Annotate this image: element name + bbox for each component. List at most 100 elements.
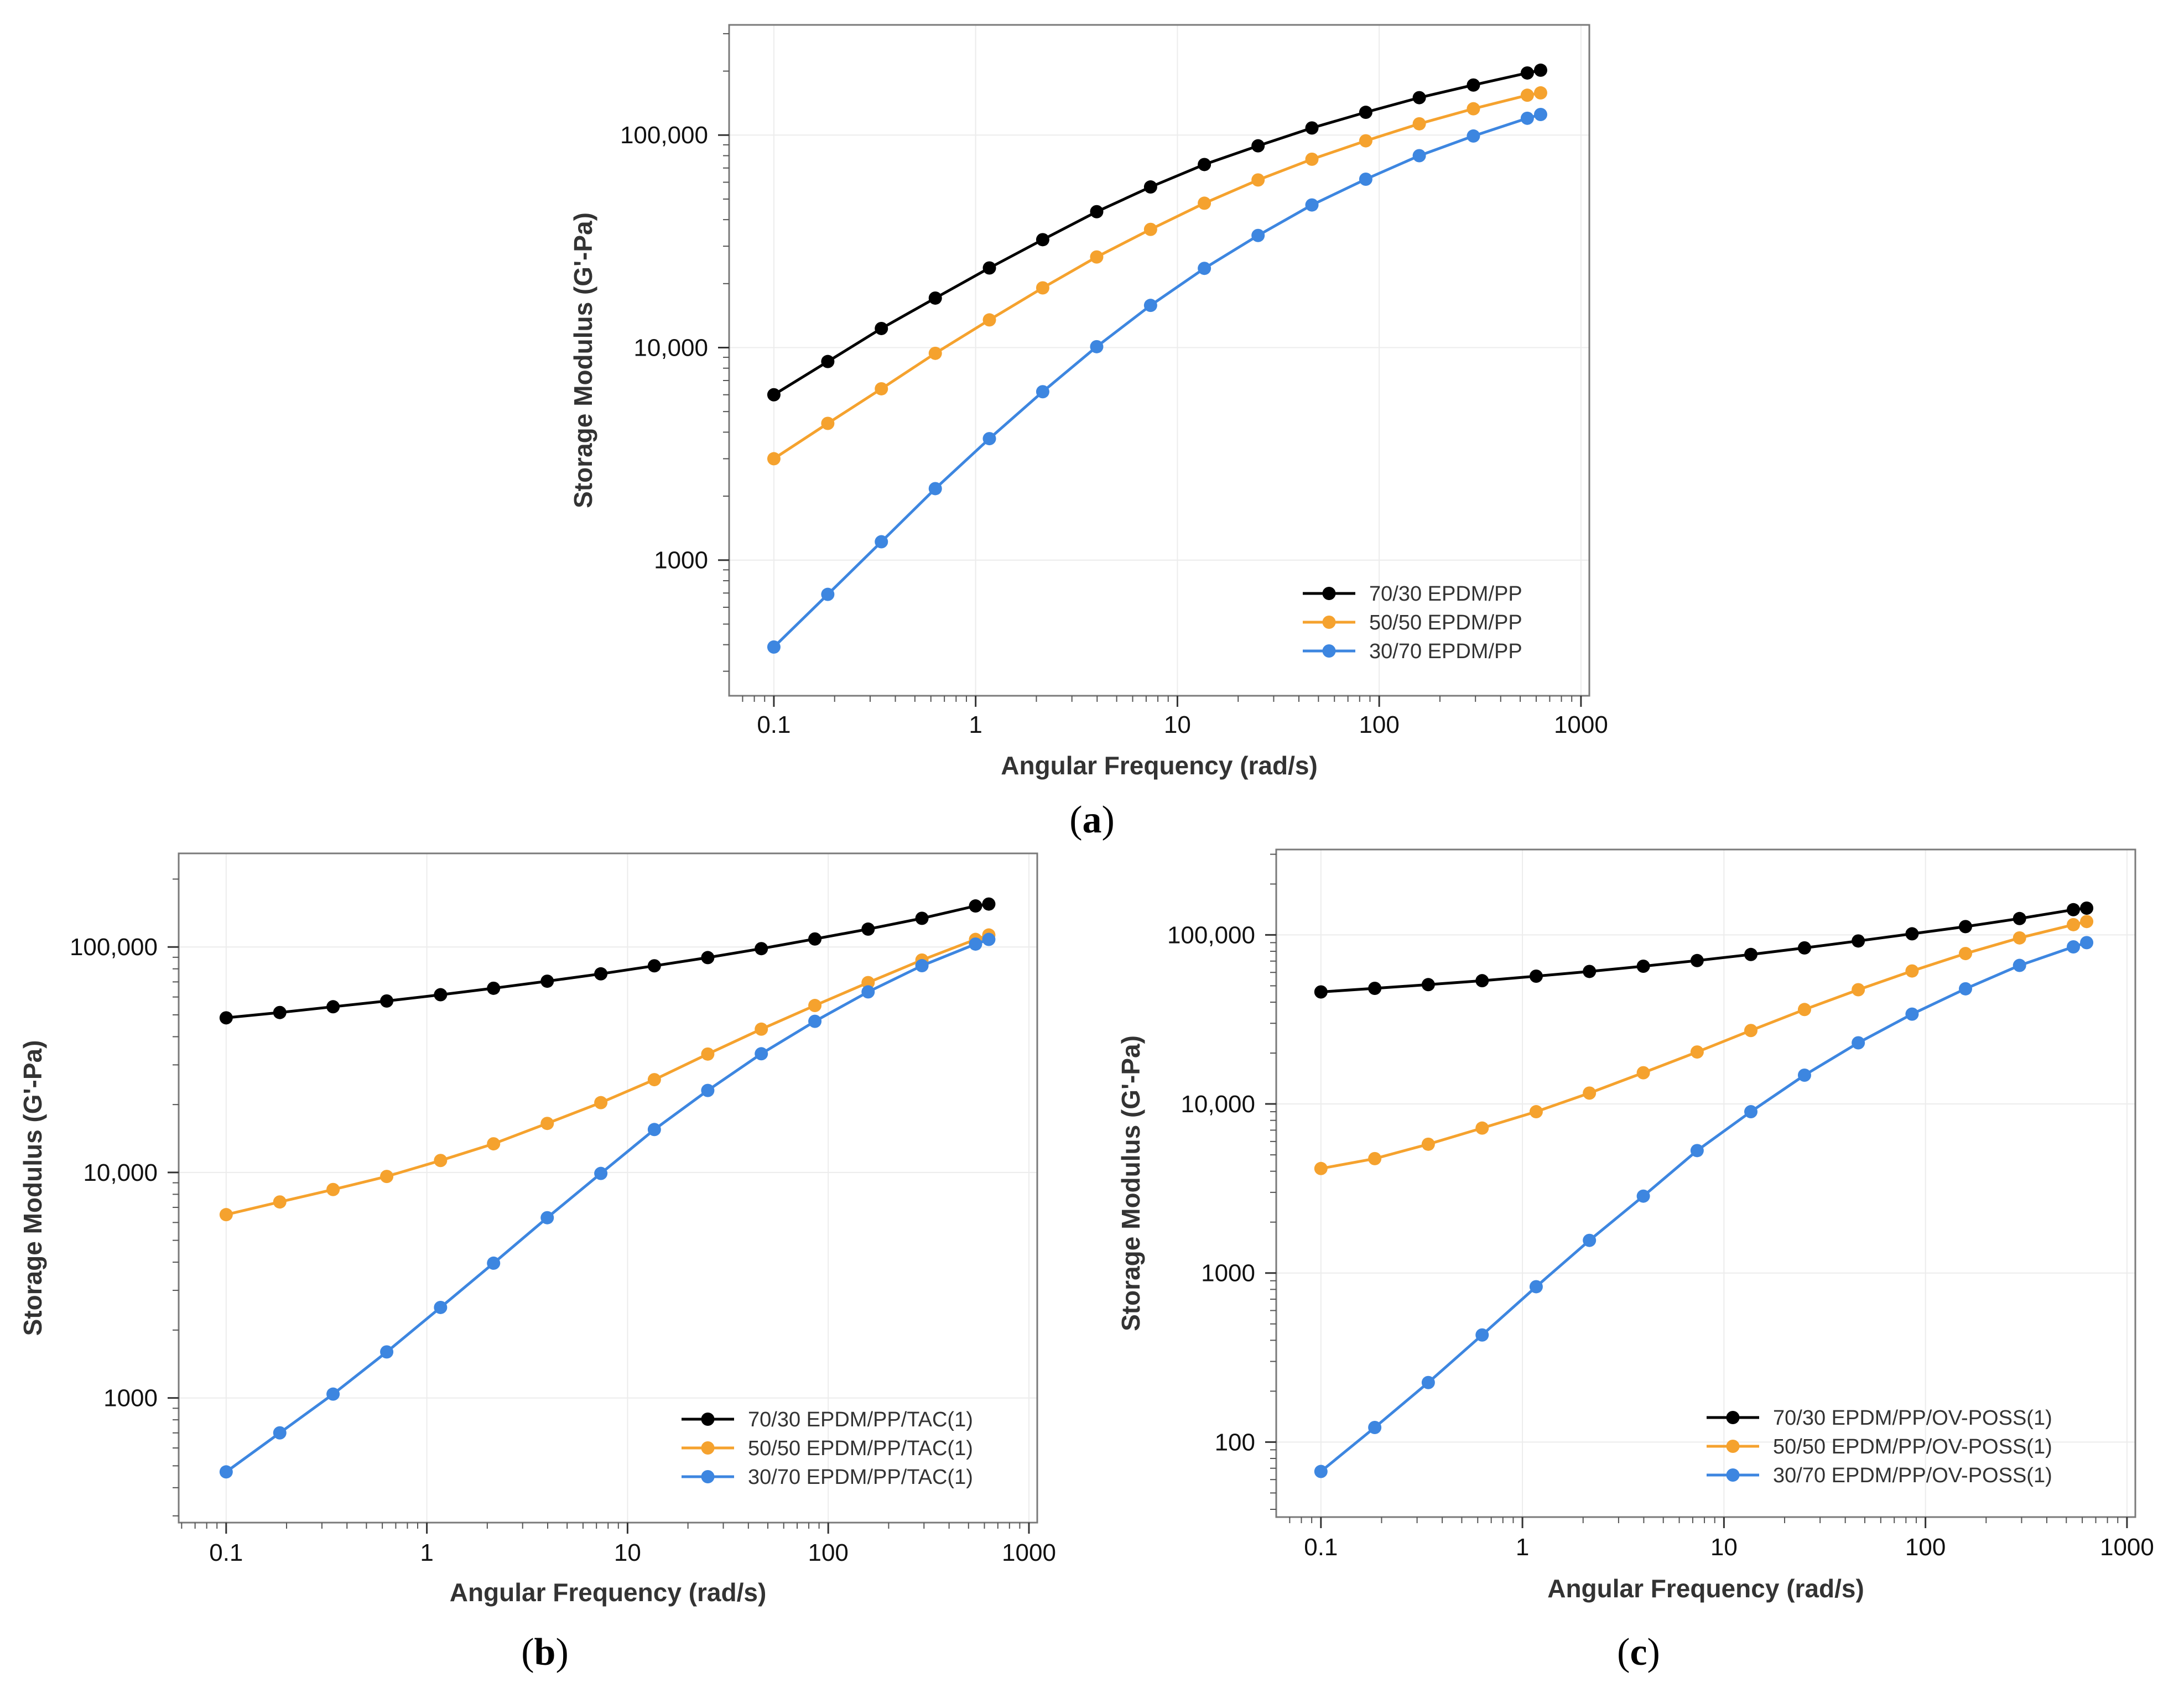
data-point [1305,198,1319,212]
data-point [755,1047,768,1061]
data-point [1583,965,1597,978]
data-point [219,1465,233,1479]
data-point [1198,158,1211,171]
data-point [1636,959,1650,973]
data-point [647,1123,661,1137]
data-point [380,1345,394,1359]
data-point [594,1166,608,1180]
data-point [1533,86,1547,100]
data-point [380,994,394,1008]
data-point [821,416,835,430]
data-point [861,976,875,989]
legend-item: 50/50 EPDM/PP/TAC(1) [682,1437,973,1460]
legend-label: 30/70 EPDM/PP/OV-POSS(1) [1773,1464,2052,1487]
data-point [1744,1105,1758,1119]
series-line-1 [773,69,1541,396]
data-point [2067,940,2081,953]
data-point [1744,947,1758,961]
legend-item: 30/70 EPDM/PP/TAC(1) [682,1466,973,1489]
data-point [1475,1328,1489,1342]
legend-marker [1726,1440,1740,1453]
data-point [1412,91,1426,105]
data-point [1529,1105,1543,1119]
data-point [1359,173,1372,186]
series-line-3 [1320,941,2087,1473]
data-point [1143,299,1157,312]
data-point [915,959,929,973]
data-point [767,452,781,466]
data-point [219,1208,233,1222]
data-point [808,932,822,946]
data-point [647,1073,661,1087]
data-point [2067,903,2081,916]
data-point [861,985,875,999]
legend-label: 30/70 EPDM/PP [1369,640,1522,663]
data-point [540,1117,554,1130]
series-line-3 [225,938,990,1473]
data-point [861,922,875,936]
data-point [1852,1036,1865,1050]
data-point [1520,66,1534,80]
data-point [1314,1465,1328,1478]
legend-item: 30/70 EPDM/PP/OV-POSS(1) [1707,1464,2052,1487]
y-tick-label: 1000 [654,547,708,574]
data-point [1421,1137,1435,1151]
x-tick-label: 1000 [2100,1534,2154,1561]
data-point [2013,931,2026,945]
chart-panel-c: 0.1 1 10 100 1000 100 1000 10,000 100,000 Angular… [1116,848,2154,1603]
series-line-2 [226,934,990,1216]
data-point [1359,134,1372,148]
series-line-2 [773,91,1541,460]
legend-marker [701,1441,715,1455]
legend-label: 70/30 EPDM/PP [1369,582,1522,606]
data-point [928,346,942,360]
data-point [1690,1144,1704,1158]
data-point [1583,1233,1597,1247]
data-point [1198,196,1211,210]
data-point [982,261,996,275]
data-point [875,535,888,549]
data-point [701,951,715,965]
data-point [1036,233,1049,247]
data-point [982,897,996,911]
data-point [1421,1375,1435,1389]
data-point [1251,139,1265,153]
legend-label: 50/50 EPDM/PP [1369,611,1522,634]
data-point [1583,1086,1597,1100]
data-point [326,1387,340,1401]
legend-marker [701,1413,715,1426]
legend-item: 30/70 EPDM/PP [1303,640,1522,663]
data-point [273,1426,287,1440]
x-axis-title: Angular Frequency (rad/s) [1001,751,1318,780]
data-point [928,482,942,496]
y-axis-title: Storage Modulus (G'-Pa) [18,1040,47,1336]
data-point [2080,915,2094,929]
x-tick-label: 1000 [1002,1539,1056,1566]
data-point [1475,1121,1489,1135]
data-point [1314,985,1328,999]
data-point [1198,262,1211,275]
data-point [1636,1189,1650,1203]
data-point [1959,982,1973,996]
x-axis-title: Angular Frequency (rad/s) [1547,1574,1864,1603]
panel-label-b: (b) [521,1631,569,1674]
data-point [1744,1024,1758,1038]
chart-panel-b: 0.1 1 10 100 1000 1000 10,000 100,000 Angular Fr… [18,852,1056,1607]
legend-label: 70/30 EPDM/PP/OV-POSS(1) [1773,1406,2052,1430]
data-point [982,313,996,327]
data-point [1636,1066,1650,1080]
data-point [1520,111,1534,125]
data-point [701,1083,715,1097]
series-line-3 [773,113,1541,648]
data-point [1368,1420,1382,1434]
data-point [1143,222,1157,236]
data-point [875,321,888,335]
legend-item: 50/50 EPDM/PP/OV-POSS(1) [1707,1435,2052,1458]
x-tick-label: 10 [614,1539,641,1566]
y-tick-label: 100 [1215,1429,1255,1456]
data-point [1797,941,1811,955]
data-point [808,999,822,1013]
data-point [821,587,835,601]
legend-item: 70/30 EPDM/PP/OV-POSS(1) [1707,1406,2052,1430]
